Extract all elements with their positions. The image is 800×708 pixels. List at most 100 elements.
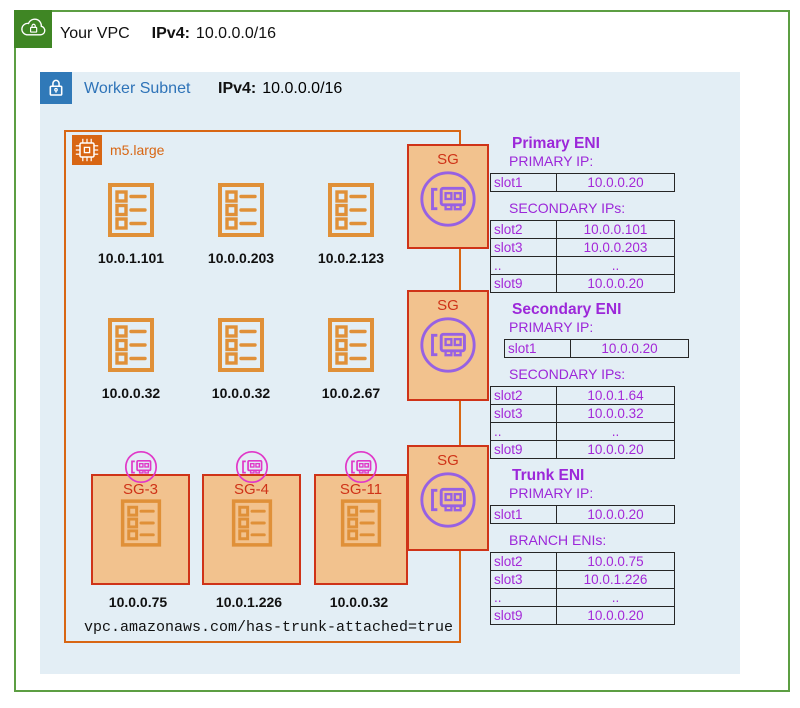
secondary-ips-heading: SECONDARY IPs: [509,366,626,382]
table-row: slot3 10.0.0.203 [490,238,675,257]
ip-cell: 10.0.0.32 [556,404,675,423]
ip-cell: 10.0.0.20 [556,274,675,293]
instance-chip-icon [72,135,102,165]
pod: 10.0.0.32 [186,317,296,401]
primary-ip-table: slot1 10.0.0.20 [490,173,675,192]
pod-ip: 10.0.0.32 [101,385,161,401]
pod: 10.0.0.203 [186,182,296,266]
slot-cell: .. [490,256,557,275]
pod-list-icon [108,318,154,372]
ip-cell: 10.0.0.101 [556,220,675,239]
pod-ip: 10.0.2.123 [317,250,385,266]
slot-cell: slot3 [490,570,557,589]
ip-cell: 10.0.1.64 [556,386,675,405]
pod-security-group-box: SG-3 [91,450,190,585]
pod-security-group-box: SG-11 [314,450,408,585]
table-row: slot2 10.0.0.101 [490,220,675,239]
trunk-eni-section: Trunk ENI PRIMARY IP: slot1 10.0.0.20 BR… [490,466,700,625]
security-group-label: SG [437,297,459,314]
ip-cell: .. [556,256,675,275]
branch-enis-heading: BRANCH ENIs: [509,532,607,548]
slot-cell: slot2 [490,386,557,405]
vpc-ip-label: IPv4: [151,25,190,42]
trunk-attached-annotation: vpc.amazonaws.com/has-trunk-attached=tru… [84,619,454,636]
slot-cell: slot9 [490,440,557,459]
table-row: .. .. [490,256,675,275]
security-group-name: SG-3 [122,481,158,498]
pod-list-icon [328,183,374,237]
security-group-name: SG-4 [233,481,269,498]
slot-cell: slot3 [490,238,557,257]
ip-cell: .. [556,588,675,607]
secondary-ips-heading: SECONDARY IPs: [509,200,626,216]
ip-cell: 10.0.0.20 [556,440,675,459]
instance-container: m5.large 10.0.1.101 10.0.0.203 10.0.2.12… [64,130,461,643]
slot-cell: slot9 [490,274,557,293]
ip-cell: .. [556,422,675,441]
secondary-eni-section: Secondary ENI PRIMARY IP: slot1 10.0.0.2… [490,300,700,459]
ip-cell: 10.0.0.20 [556,505,675,524]
pod: 10.0.2.67 [296,317,406,401]
vpc-title: Your VPC IPv4: 10.0.0.0/16 [60,22,276,46]
table-row: slot9 10.0.0.20 [490,440,675,459]
secondary-ips-table: slot2 10.0.0.101 slot3 10.0.0.203 .. .. … [490,220,675,293]
pod-list-icon [218,318,264,372]
slot-cell: .. [490,588,557,607]
table-row: slot3 10.0.1.226 [490,570,675,589]
security-group-box-trunk: SG [407,445,489,551]
pod: 10.0.1.101 [76,182,186,266]
branch-enis-table: slot2 10.0.0.75 slot3 10.0.1.226 .. .. s… [490,552,675,625]
security-group-label: SG [437,151,459,168]
pod-list-icon [328,318,374,372]
table-row: slot1 10.0.0.20 [504,339,689,358]
pod-ip: 10.0.1.226 [215,594,283,610]
pod-ip: 10.0.2.67 [321,385,381,401]
table-row: slot3 10.0.0.32 [490,404,675,423]
table-row: slot9 10.0.0.20 [490,274,675,293]
slot-cell: slot2 [490,552,557,571]
subnet-ip-value: 10.0.0.0/16 [262,80,343,97]
ip-cell: 10.0.0.20 [556,606,675,625]
primary-ip-table: slot1 10.0.0.20 [504,339,689,358]
branch-eni-icon [343,449,379,490]
security-group-label: SG [437,452,459,469]
slot-cell: slot9 [490,606,557,625]
vpc-name: Your VPC [60,25,130,42]
vpc-ip-value: 10.0.0.0/16 [195,25,276,42]
secondary-ips-table: slot2 10.0.1.64 slot3 10.0.0.32 .. .. sl… [490,386,675,459]
primary-ip-heading: PRIMARY IP: [509,485,594,501]
pod-list-icon [218,183,264,237]
primary-eni-section: Primary ENI PRIMARY IP: slot1 10.0.0.20 … [490,134,700,293]
pod-ip: 10.0.0.32 [329,594,389,610]
pod-ip: 10.0.0.75 [108,594,168,610]
ip-cell: 10.0.0.75 [556,552,675,571]
subnet-ip-label: IPv4: [218,80,257,97]
pod-ip: 10.0.1.101 [97,250,165,266]
security-group-name: SG-11 [339,481,383,498]
slot-cell: slot1 [490,173,557,192]
ip-cell: 10.0.1.226 [556,570,675,589]
eni-title: Trunk ENI [512,467,585,484]
table-row: .. .. [490,588,675,607]
primary-ip-heading: PRIMARY IP: [509,153,594,169]
pod-ip: 10.0.0.32 [211,385,271,401]
eni-icon [420,171,476,227]
pod-ip: 10.0.0.203 [207,250,275,266]
branch-eni-icon [234,449,270,490]
security-group-box-secondary: SG [407,290,489,401]
table-row: slot2 10.0.0.75 [490,552,675,571]
ip-cell: 10.0.0.20 [556,173,675,192]
primary-ip-heading: PRIMARY IP: [509,319,594,335]
slot-cell: .. [490,422,557,441]
pod-list-icon [231,499,272,547]
table-row: .. .. [490,422,675,441]
primary-ip-table: slot1 10.0.0.20 [490,505,675,524]
pod-list-icon [108,183,154,237]
security-group-box-primary: SG [407,144,489,249]
eni-title: Primary ENI [512,135,600,152]
vpc-container: Your VPC IPv4: 10.0.0.0/16 Worker Subnet… [14,10,790,692]
worker-subnet-container: Worker Subnet IPv4: 10.0.0.0/16 [40,72,740,674]
table-row: slot1 10.0.0.20 [490,173,675,192]
ip-cell: 10.0.0.20 [570,339,689,358]
pod-list-icon [120,499,161,547]
